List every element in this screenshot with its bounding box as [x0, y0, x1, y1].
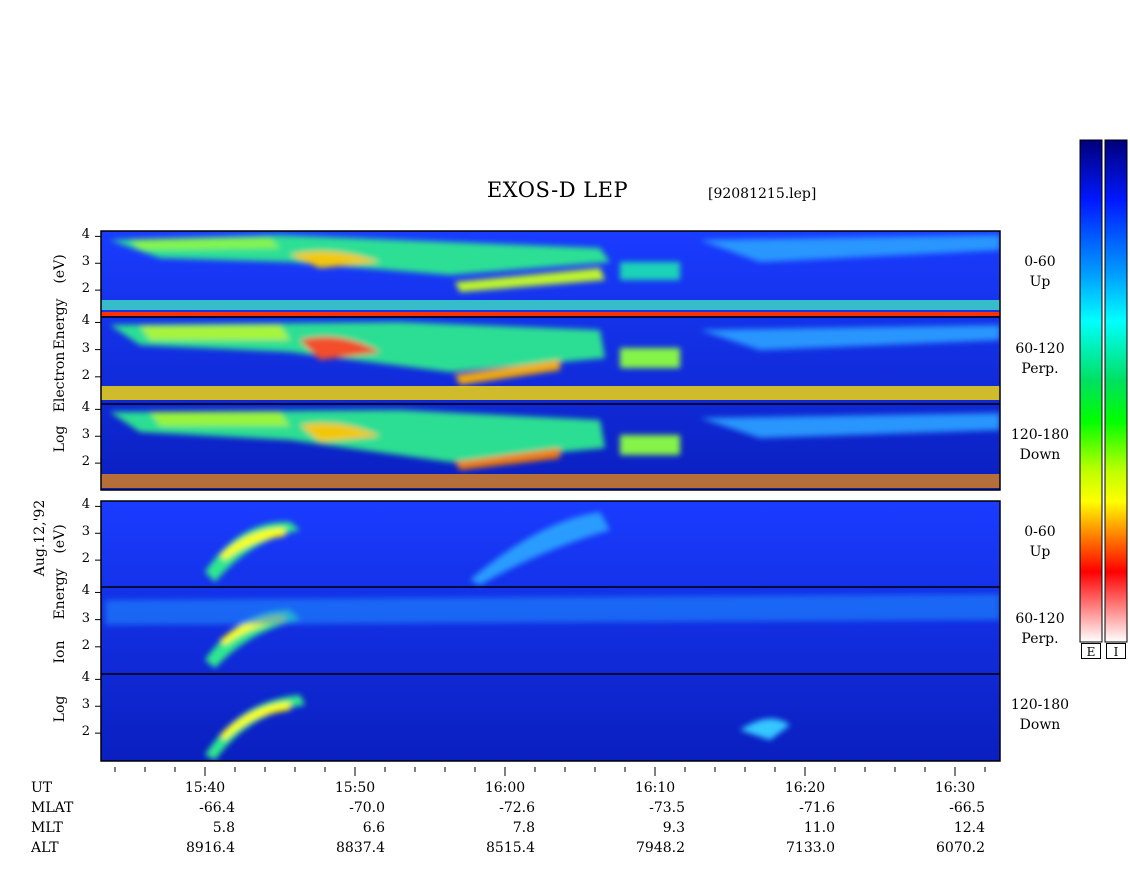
direction-label: Up: [1029, 274, 1051, 290]
y-tick-label: 2: [81, 724, 90, 740]
mlat-value: -66.5: [949, 800, 985, 816]
alt-value: 8916.4: [186, 840, 235, 856]
electron-spectrogram: [101, 231, 1000, 490]
x-tick-label: 16:10: [634, 780, 676, 796]
y-tick-label: 2: [81, 367, 90, 383]
ion-spectrogram: [101, 501, 1000, 761]
pitch-angle-label: 60-120: [1015, 610, 1065, 627]
y-tick-label: 4: [81, 400, 90, 416]
axis-row-label: MLT: [31, 820, 63, 836]
pitch-angle-label: 0-60: [1024, 254, 1056, 270]
mlat-value: -72.6: [499, 800, 535, 816]
colorbar-e-label: E: [1081, 643, 1101, 659]
y-tick-marks: [95, 235, 101, 734]
panel-frames: [100, 230, 1001, 762]
direction-label: Down: [1019, 447, 1061, 463]
y-tick-label: 3: [81, 340, 90, 356]
pitch-angle-label: 120-180: [1010, 427, 1070, 443]
alt-value: 7133.0: [786, 840, 835, 856]
mlt-value: 6.6: [362, 820, 385, 836]
pitch-angle-label: 60-120: [1015, 340, 1065, 357]
mlt-value: 5.8: [212, 820, 235, 836]
y-tick-label: 4: [81, 583, 90, 599]
axis-row-label: UT: [31, 780, 53, 796]
mlt-value: 9.3: [662, 820, 685, 836]
y-tick-label: 3: [81, 427, 90, 443]
direction-label: Up: [1029, 544, 1051, 560]
x-tick-label: 16:20: [784, 780, 826, 796]
direction-label: Perp.: [1021, 630, 1059, 647]
colorbar-ion: [1104, 139, 1128, 643]
x-tick-label: 16:00: [484, 780, 526, 796]
y-tick-label: 3: [81, 697, 90, 713]
mlt-value: 12.4: [953, 820, 985, 836]
direction-label: Down: [1019, 717, 1061, 733]
alt-value: 8837.4: [336, 840, 385, 856]
x-tick-marks: [114, 767, 986, 776]
pitch-angle-label: 120-180: [1010, 697, 1070, 713]
colorbar-electron: [1079, 139, 1103, 643]
y-tick-label: 3: [81, 254, 90, 270]
colorbar-i-label: I: [1106, 643, 1126, 659]
y-tick-label: 4: [81, 313, 90, 329]
axis-row-label: MLAT: [31, 800, 74, 816]
pitch-angle-label: 0-60: [1024, 524, 1056, 540]
mlat-value: -70.0: [349, 800, 385, 816]
x-tick-label: 16:30: [934, 780, 976, 796]
mlt-value: 11.0: [803, 820, 835, 836]
colorbars: [1079, 139, 1128, 643]
y-tick-label: 3: [81, 610, 90, 626]
y-tick-label: 3: [81, 524, 90, 540]
y-tick-label: 4: [81, 497, 90, 513]
alt-value: 7948.2: [636, 840, 685, 856]
y-tick-label: 4: [81, 227, 90, 243]
direction-label: Perp.: [1021, 360, 1059, 377]
y-tick-label: 2: [81, 454, 90, 470]
x-tick-label: 15:50: [334, 780, 376, 796]
mlat-value: -66.4: [199, 800, 235, 816]
y-tick-label: 2: [81, 637, 90, 653]
axis-row-label: ALT: [31, 840, 59, 856]
chart-title: EXOS-D LEP: [486, 178, 629, 202]
mlat-value: -73.5: [649, 800, 685, 816]
mlt-value: 7.8: [512, 820, 535, 836]
y-tick-label: 2: [81, 551, 90, 567]
y-tick-label: 4: [81, 670, 90, 686]
mlat-value: -71.6: [799, 800, 835, 816]
alt-value: 8515.4: [486, 840, 535, 856]
alt-value: 6070.2: [936, 840, 985, 856]
file-name: [92081215.lep]: [708, 186, 817, 202]
y-tick-label: 2: [81, 281, 90, 297]
x-tick-label: 15:40: [184, 780, 226, 796]
